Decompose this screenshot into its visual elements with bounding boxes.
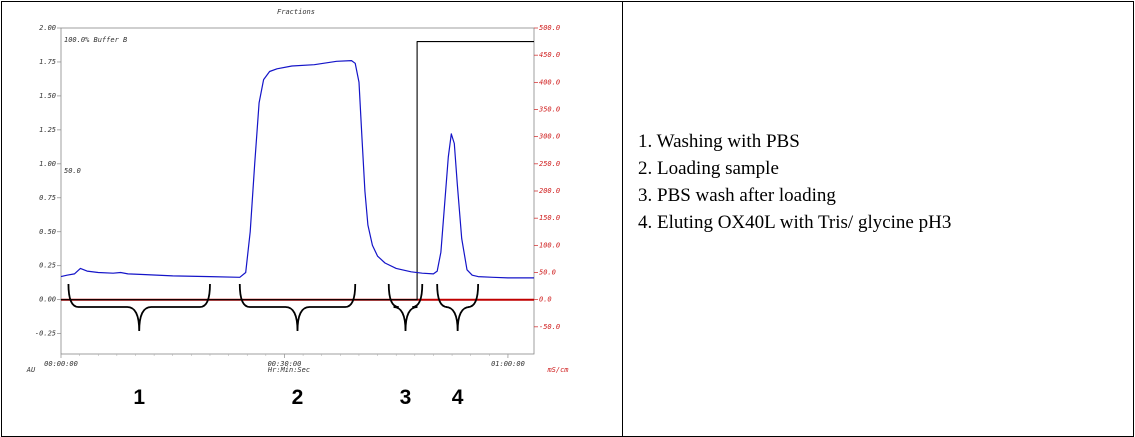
series-group bbox=[60, 41, 534, 301]
series-line-0 bbox=[60, 59, 534, 279]
column-divider bbox=[622, 1, 623, 437]
segment-bracket bbox=[238, 283, 357, 332]
y-right-tick-label: 500.0 bbox=[539, 24, 560, 32]
legend-item-2: 2. Loading sample bbox=[638, 158, 779, 179]
y-left-axis: 2.00 1.75 1.50 1.25 1.00 0.75 0.50 0.25 0.00 -0.2… bbox=[35, 24, 61, 338]
x-axis-label: Hr:Min:Sec bbox=[267, 366, 310, 374]
annotation-50: 50.0 bbox=[64, 167, 81, 175]
y-left-tick-label: 1.00 bbox=[39, 160, 56, 168]
y-right-tick-label: 0.0 bbox=[539, 296, 552, 304]
segment-bracket bbox=[436, 283, 480, 332]
y-left-tick-label: 0.50 bbox=[39, 228, 56, 236]
y-left-tick-label: 0.75 bbox=[39, 194, 56, 202]
y-left-tick-label: 1.75 bbox=[39, 58, 56, 66]
y-right-axis-label: mS/cm bbox=[546, 366, 569, 374]
segment-label: 1 bbox=[133, 386, 145, 409]
x-axis: 00:00:00 00:30:00 01:00:00 bbox=[44, 354, 525, 368]
y-left-tick-label: 1.50 bbox=[39, 92, 56, 100]
y-left-tick-label: 1.25 bbox=[39, 126, 56, 134]
legend-list: 1. Washing with PBS 2. Loading sample 3.… bbox=[638, 128, 951, 236]
segment-bracket bbox=[387, 283, 424, 332]
x-tick-label: 00:00:00 bbox=[44, 360, 78, 368]
x-tick-label: 01:00:00 bbox=[491, 360, 525, 368]
segment-label: 2 bbox=[292, 386, 304, 409]
y-left-axis-label: AU bbox=[26, 366, 36, 374]
y-right-tick-label: 300.0 bbox=[538, 133, 560, 141]
y-right-tick-label: 50.0 bbox=[539, 269, 556, 277]
legend-item-4: 4. Eluting OX40L with Tris/ glycine pH3 bbox=[638, 212, 952, 233]
y-right-tick-label: 150.0 bbox=[539, 214, 560, 222]
legend-item-1: 1. Washing with PBS bbox=[638, 131, 800, 152]
series-line-1 bbox=[61, 41, 534, 301]
y-right-axis: 500.0 450.0 400.0 350.0 300.0 250.0 200.0 150.0… bbox=[534, 24, 560, 331]
y-right-tick-label: -50.0 bbox=[539, 323, 560, 331]
y-left-tick-label: -0.25 bbox=[35, 330, 56, 338]
annotation-buffer: 100.0% Buffer B bbox=[64, 36, 127, 44]
plot-area bbox=[60, 27, 535, 355]
y-right-tick-label: 350.0 bbox=[538, 106, 560, 114]
y-right-tick-label: 400.0 bbox=[539, 78, 560, 86]
y-right-tick-label: 200.0 bbox=[539, 187, 560, 195]
y-left-tick-label: 0.00 bbox=[39, 296, 56, 304]
legend-item-3: 3. PBS wash after loading bbox=[638, 185, 836, 206]
segment-bracket bbox=[67, 283, 211, 332]
x-tick-label: 00:30:00 bbox=[268, 360, 302, 368]
chromatogram-chart: Fractions 2.00 1.75 1.50 1.25 1.00 0.75 0.50 0.… bbox=[26, 8, 570, 409]
y-left-tick-label: 0.25 bbox=[39, 262, 56, 270]
y-right-tick-label: 250.0 bbox=[539, 160, 560, 168]
segment-label: 4 bbox=[452, 386, 464, 409]
y-left-tick-label: 2.00 bbox=[39, 24, 56, 32]
y-right-tick-label: 450.0 bbox=[539, 51, 560, 59]
y-right-tick-label: 100.0 bbox=[539, 241, 560, 249]
segment-brackets: 1 2 3 4 bbox=[67, 283, 480, 409]
segment-label: 3 bbox=[400, 386, 412, 409]
chart-title: Fractions bbox=[277, 8, 315, 16]
